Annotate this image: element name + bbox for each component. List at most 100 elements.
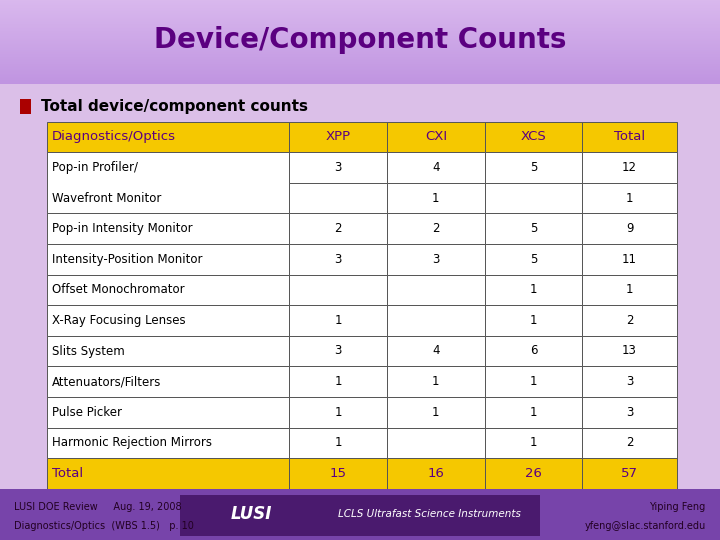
Text: 5: 5	[530, 253, 537, 266]
Bar	[289, 183, 387, 213]
Bar	[0, 14, 720, 15]
Text: 4: 4	[432, 161, 440, 174]
Bar	[387, 366, 485, 397]
Bar	[582, 244, 677, 274]
Bar	[582, 122, 677, 152]
Text: 3: 3	[335, 161, 342, 174]
Text: Harmonic Rejection Mirrors: Harmonic Rejection Mirrors	[52, 436, 212, 449]
Bar	[0, 20, 720, 21]
Bar	[0, 67, 720, 68]
Bar	[0, 31, 720, 32]
Bar	[289, 397, 387, 428]
Bar	[0, 49, 720, 50]
Bar	[0, 21, 720, 22]
Bar	[0, 27, 720, 28]
Text: 3: 3	[626, 375, 633, 388]
Text: 3: 3	[626, 406, 633, 419]
Bar	[289, 122, 387, 152]
Bar	[0, 23, 720, 24]
Text: 9: 9	[626, 222, 634, 235]
Bar	[0, 71, 720, 72]
Bar	[485, 397, 582, 428]
Text: Offset Monochromator: Offset Monochromator	[52, 284, 184, 296]
Bar	[0, 65, 720, 66]
Text: LUSI: LUSI	[230, 505, 271, 523]
Text: Pop-in Profiler/: Pop-in Profiler/	[52, 161, 138, 174]
Text: Total device/component counts: Total device/component counts	[41, 99, 308, 113]
Bar	[0, 0, 720, 1]
Text: X-Ray Focusing Lenses: X-Ray Focusing Lenses	[52, 314, 186, 327]
Bar	[0, 6, 720, 8]
Bar	[0, 41, 720, 42]
Text: 16: 16	[428, 467, 444, 480]
Text: Intensity-Position Monitor: Intensity-Position Monitor	[52, 253, 202, 266]
Bar	[485, 428, 582, 458]
Bar	[0, 61, 720, 62]
Bar	[0, 26, 720, 27]
Text: Wavefront Monitor: Wavefront Monitor	[52, 192, 161, 205]
Bar	[0, 15, 720, 16]
Bar	[0, 46, 720, 47]
Bar	[0, 57, 720, 58]
Text: 15: 15	[330, 467, 346, 480]
Bar	[0, 45, 720, 46]
Text: 3: 3	[432, 253, 439, 266]
Text: LCLS Ultrafast Science Instruments: LCLS Ultrafast Science Instruments	[338, 509, 521, 519]
FancyBboxPatch shape	[180, 495, 540, 536]
Text: 2: 2	[626, 436, 634, 449]
Text: 5: 5	[530, 222, 537, 235]
Text: 1: 1	[334, 314, 342, 327]
Bar	[0, 75, 720, 76]
Text: 12: 12	[622, 161, 637, 174]
Text: Slits System: Slits System	[52, 345, 125, 357]
Bar	[0, 32, 720, 33]
Bar	[47, 122, 289, 152]
Bar	[582, 152, 677, 183]
Bar	[0, 63, 720, 64]
Bar	[387, 336, 485, 366]
Bar	[0, 38, 720, 39]
Bar	[0, 24, 720, 25]
Bar	[47, 366, 289, 397]
Bar	[0, 28, 720, 29]
Text: 1: 1	[432, 192, 440, 205]
Bar	[0, 36, 720, 37]
Text: Total: Total	[614, 130, 645, 143]
Bar	[289, 305, 387, 336]
Text: 26: 26	[525, 467, 542, 480]
Text: 6: 6	[530, 345, 537, 357]
Bar	[387, 152, 485, 183]
Bar	[47, 244, 289, 274]
Bar	[0, 35, 720, 36]
Bar	[0, 51, 720, 52]
Bar	[582, 428, 677, 458]
Bar	[387, 274, 485, 305]
Bar	[0, 44, 720, 45]
Text: 13: 13	[622, 345, 637, 357]
Text: XPP: XPP	[325, 130, 351, 143]
Bar	[582, 213, 677, 244]
Text: 4: 4	[432, 345, 440, 357]
Bar	[0, 55, 720, 56]
Bar	[47, 213, 289, 244]
Bar	[0, 79, 720, 80]
Text: 57: 57	[621, 467, 638, 480]
Bar	[0, 9, 720, 10]
Bar	[0, 60, 720, 61]
Bar	[0, 64, 720, 65]
Text: 1: 1	[334, 436, 342, 449]
Bar	[0, 66, 720, 67]
Bar	[387, 244, 485, 274]
Bar	[387, 213, 485, 244]
Bar	[387, 122, 485, 152]
Bar	[47, 274, 289, 305]
Bar	[0, 53, 720, 55]
Bar	[485, 183, 582, 213]
Text: Yiping Feng: Yiping Feng	[649, 502, 706, 511]
Bar	[289, 458, 387, 489]
Bar	[0, 29, 720, 30]
Bar	[0, 76, 720, 77]
Bar	[0, 78, 720, 79]
Text: Device/Component Counts: Device/Component Counts	[154, 26, 566, 54]
Bar	[0, 25, 720, 26]
